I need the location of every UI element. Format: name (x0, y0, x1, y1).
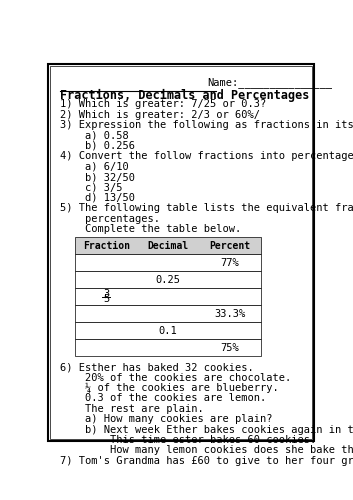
Text: Percent: Percent (210, 241, 251, 251)
Bar (75, 305, 261, 322)
Text: 0.3 of the cookies are lemon.: 0.3 of the cookies are lemon. (60, 394, 266, 404)
Text: d) 13/50: d) 13/50 (60, 193, 134, 203)
Text: Name:_______________: Name:_______________ (207, 77, 332, 88)
Text: b) 32/50: b) 32/50 (60, 172, 134, 182)
Text: Fractions, Decimals and Percentages: Fractions, Decimals and Percentages (60, 88, 309, 102)
Text: Decimal: Decimal (148, 241, 189, 251)
Bar (75, 322, 261, 339)
Text: 5: 5 (103, 294, 109, 304)
Text: 1) Which is greater: 7/25 or 0.3?: 1) Which is greater: 7/25 or 0.3? (60, 100, 266, 110)
Text: 77%: 77% (221, 258, 239, 268)
Bar (75, 288, 261, 305)
Text: 0.1: 0.1 (159, 326, 178, 336)
Text: 0.25: 0.25 (156, 275, 181, 285)
Text: 5) The following table lists the equivalent fraction decimal: 5) The following table lists the equival… (60, 203, 353, 213)
Bar (75, 272, 261, 288)
Text: 20% of the cookies are chocolate.: 20% of the cookies are chocolate. (60, 372, 291, 382)
Text: Fraction: Fraction (83, 241, 130, 251)
Text: b) Next week Ether bakes cookies again in the same ratio.: b) Next week Ether bakes cookies again i… (60, 424, 353, 434)
Text: This time ester bakes 60 cookies.: This time ester bakes 60 cookies. (60, 435, 316, 445)
Text: 2) Which is greater: 2/3 or 60%/: 2) Which is greater: 2/3 or 60%/ (60, 110, 259, 120)
Text: percentages.: percentages. (60, 214, 160, 224)
Text: ¼ of the cookies are blueberry.: ¼ of the cookies are blueberry. (60, 383, 279, 393)
Text: 3: 3 (103, 290, 109, 300)
Bar (75, 339, 261, 356)
Text: 75%: 75% (221, 342, 239, 352)
Text: a) 6/10: a) 6/10 (60, 162, 128, 172)
Text: 7) Tom's Grandma has £60 to give to her four grandchildren.: 7) Tom's Grandma has £60 to give to her … (60, 456, 353, 466)
Text: 4) Convert the follow fractions into percentages:: 4) Convert the follow fractions into per… (60, 151, 353, 161)
Text: 33.3%: 33.3% (215, 308, 246, 318)
Text: a) 0.58: a) 0.58 (60, 130, 128, 140)
Text: 6) Esther has baked 32 cookies.: 6) Esther has baked 32 cookies. (60, 362, 253, 372)
Bar (75, 238, 261, 254)
Text: b) 0.256: b) 0.256 (60, 141, 134, 151)
Bar (75, 254, 261, 272)
Text: a) How many cookies are plain?: a) How many cookies are plain? (60, 414, 272, 424)
Text: How many lemon cookies does she bake this week?: How many lemon cookies does she bake thi… (60, 446, 353, 456)
Text: Complete the table below.: Complete the table below. (60, 224, 241, 234)
Text: 3) Expression the following as fractions in its simplest forms:: 3) Expression the following as fractions… (60, 120, 353, 130)
Text: c) 3/5: c) 3/5 (60, 182, 122, 192)
Text: The rest are plain.: The rest are plain. (60, 404, 203, 414)
